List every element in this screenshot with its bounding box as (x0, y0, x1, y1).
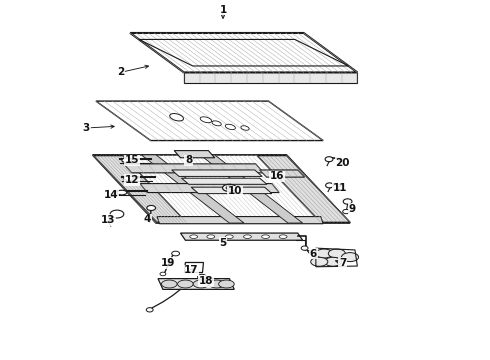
Text: 19: 19 (161, 258, 175, 268)
Ellipse shape (225, 235, 233, 238)
Ellipse shape (316, 249, 333, 258)
Ellipse shape (219, 280, 234, 288)
Polygon shape (130, 33, 357, 72)
Polygon shape (124, 164, 264, 173)
Ellipse shape (161, 280, 177, 288)
Polygon shape (260, 170, 305, 177)
Polygon shape (184, 262, 203, 273)
Polygon shape (181, 178, 267, 184)
Text: 8: 8 (185, 155, 193, 165)
Text: 15: 15 (124, 155, 139, 165)
Ellipse shape (324, 257, 342, 266)
Ellipse shape (326, 183, 333, 188)
Text: 14: 14 (103, 190, 118, 200)
Ellipse shape (301, 246, 308, 250)
Ellipse shape (343, 199, 352, 204)
Ellipse shape (241, 126, 249, 130)
Polygon shape (96, 101, 323, 140)
Ellipse shape (226, 186, 233, 190)
Ellipse shape (212, 121, 221, 126)
Ellipse shape (160, 272, 166, 276)
Polygon shape (184, 72, 357, 83)
Polygon shape (140, 184, 279, 193)
Ellipse shape (225, 124, 235, 130)
Polygon shape (174, 150, 215, 158)
Ellipse shape (190, 235, 197, 238)
Text: 13: 13 (101, 215, 116, 225)
Polygon shape (200, 155, 303, 223)
Polygon shape (157, 217, 323, 224)
Polygon shape (94, 156, 186, 222)
Ellipse shape (170, 113, 183, 121)
Ellipse shape (147, 308, 153, 312)
Ellipse shape (343, 210, 349, 214)
Ellipse shape (197, 274, 206, 279)
Text: 18: 18 (198, 276, 213, 286)
Text: 10: 10 (228, 186, 243, 197)
Polygon shape (142, 155, 244, 223)
Text: 5: 5 (220, 238, 227, 248)
Text: 3: 3 (83, 123, 90, 133)
Ellipse shape (172, 251, 179, 256)
Ellipse shape (311, 257, 328, 266)
Text: 11: 11 (333, 183, 347, 193)
Ellipse shape (110, 210, 124, 218)
Polygon shape (93, 155, 350, 223)
Ellipse shape (117, 190, 127, 195)
Ellipse shape (177, 280, 193, 288)
Ellipse shape (262, 235, 270, 238)
Text: 6: 6 (310, 248, 317, 258)
Text: 2: 2 (117, 67, 124, 77)
Ellipse shape (222, 184, 236, 192)
Polygon shape (172, 170, 262, 176)
Ellipse shape (325, 157, 333, 162)
Ellipse shape (193, 280, 209, 288)
Ellipse shape (328, 249, 345, 258)
Ellipse shape (124, 176, 134, 180)
Ellipse shape (200, 117, 212, 123)
Polygon shape (158, 279, 234, 289)
Ellipse shape (122, 158, 132, 163)
Ellipse shape (279, 235, 287, 238)
Ellipse shape (207, 235, 215, 238)
Ellipse shape (244, 235, 251, 238)
Text: 16: 16 (270, 171, 284, 181)
Text: 12: 12 (124, 175, 139, 185)
Text: 7: 7 (339, 258, 346, 268)
Text: 1: 1 (220, 5, 227, 15)
Text: 4: 4 (144, 215, 151, 224)
Text: 9: 9 (349, 204, 356, 214)
Polygon shape (191, 187, 272, 194)
Ellipse shape (342, 253, 359, 262)
Text: 17: 17 (184, 265, 198, 275)
Polygon shape (257, 156, 350, 222)
Ellipse shape (147, 206, 156, 211)
Polygon shape (180, 233, 303, 240)
Ellipse shape (209, 280, 224, 288)
Text: 20: 20 (336, 158, 350, 168)
